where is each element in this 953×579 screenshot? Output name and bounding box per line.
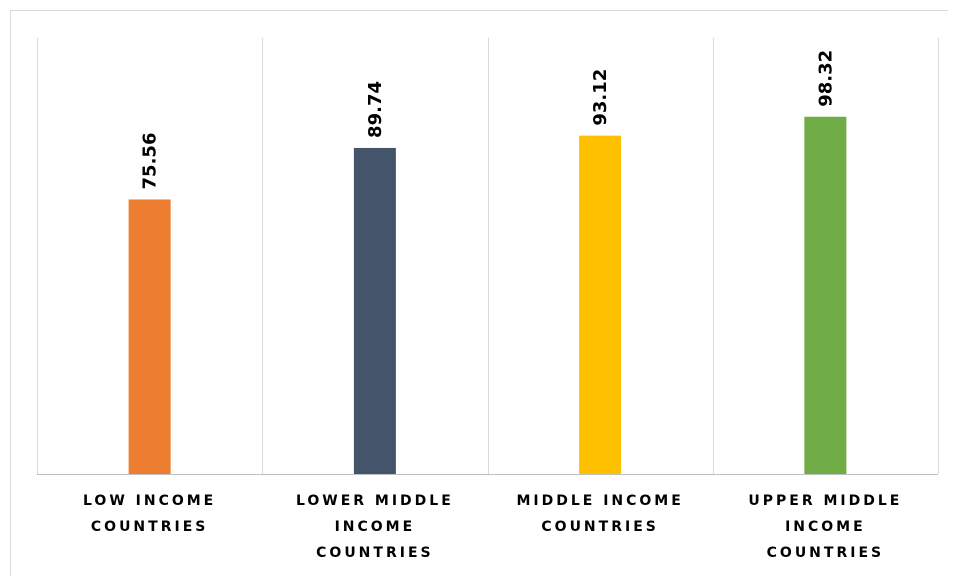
category-label-0-line-1: COUNTRIES <box>91 519 208 535</box>
data-label-3: 98.32 <box>815 50 836 107</box>
data-label-1: 89.74 <box>365 81 386 138</box>
category-label-2-line-1: COUNTRIES <box>541 519 658 535</box>
category-label-2-line-0: MIDDLE INCOME <box>516 493 683 509</box>
category-label-1-line-0: LOWER MIDDLE <box>296 493 454 509</box>
category-label-2: MIDDLE INCOME COUNTRIES <box>516 493 683 535</box>
bar-1 <box>353 147 396 474</box>
bar-2 <box>579 135 622 474</box>
category-label-3-line-2: COUNTRIES <box>767 545 884 561</box>
category-label-3-line-1: INCOME <box>785 519 866 535</box>
category-label-1: LOWER MIDDLE INCOME COUNTRIES <box>296 493 454 561</box>
bar-3 <box>804 116 847 475</box>
data-label-2: 93.12 <box>590 69 611 126</box>
category-label-1-line-1: INCOME <box>335 519 416 535</box>
category-label-3: UPPER MIDDLE INCOME COUNTRIES <box>748 493 902 561</box>
category-label-0: LOW INCOME COUNTRIES <box>83 493 216 535</box>
data-label-0: 75.56 <box>140 133 161 190</box>
category-label-3-line-0: UPPER MIDDLE <box>748 493 902 509</box>
category-label-1-line-2: COUNTRIES <box>316 545 433 561</box>
bar-0 <box>128 199 171 474</box>
category-label-0-line-0: LOW INCOME <box>83 493 216 509</box>
